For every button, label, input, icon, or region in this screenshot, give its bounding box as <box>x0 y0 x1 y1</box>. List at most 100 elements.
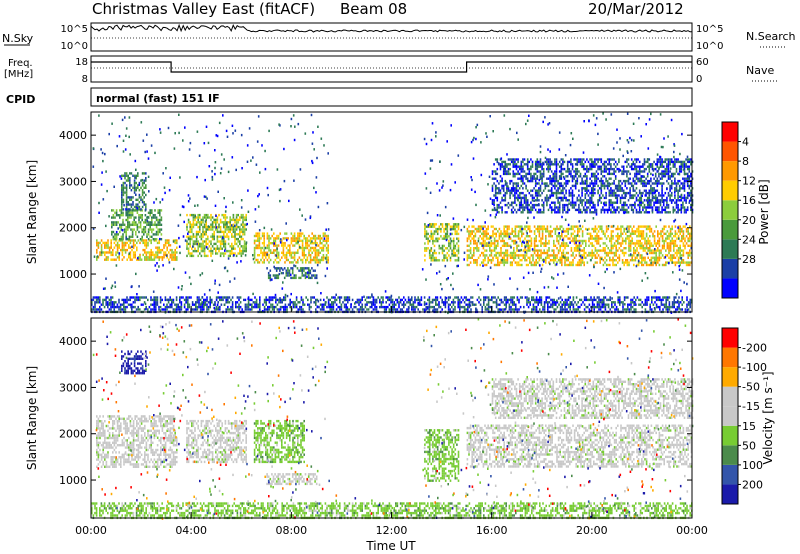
heatmap-cell <box>135 230 137 234</box>
heatmap-cell <box>680 208 683 212</box>
heatmap-cell <box>593 230 595 233</box>
heatmap-cell <box>557 206 559 209</box>
heatmap-cell <box>620 232 622 235</box>
heatmap-cell <box>424 225 426 228</box>
heatmap-cell <box>124 298 127 302</box>
heatmap-cell <box>541 263 544 267</box>
heatmap-cell <box>605 177 607 180</box>
heatmap-cell <box>489 254 491 257</box>
heatmap-cell <box>581 225 584 228</box>
heatmap-cell <box>282 246 285 250</box>
heatmap-cell <box>440 235 442 238</box>
heatmap-cell <box>587 160 590 164</box>
heatmap-cell <box>538 249 541 252</box>
heatmap-cell <box>108 303 111 306</box>
heatmap-cell <box>579 175 582 178</box>
heatmap-cell <box>608 208 611 212</box>
heatmap-cell <box>557 191 559 195</box>
heatmap-cell <box>284 244 286 247</box>
heatmap-cell <box>645 235 648 238</box>
heatmap-cell <box>254 301 256 304</box>
heatmap-cell <box>482 254 485 257</box>
heatmap-cell <box>125 193 128 197</box>
heatmap-cell <box>564 230 566 233</box>
heatmap-cell <box>679 239 681 243</box>
heatmap-cell <box>688 194 691 197</box>
heatmap-cell <box>508 227 510 231</box>
heatmap-cell <box>252 301 255 304</box>
heatmap-cell <box>610 225 613 228</box>
heatmap-cell <box>557 179 559 183</box>
heatmap-cell <box>199 252 201 255</box>
heatmap-cell <box>614 211 617 214</box>
heatmap-cell <box>651 182 654 185</box>
heatmap-cell <box>125 198 128 201</box>
nsky-left-tick-top: 10^5 <box>61 24 88 35</box>
heatmap-cell <box>492 235 494 238</box>
heatmap-cell <box>526 160 529 164</box>
heatmap-cell <box>289 251 291 254</box>
heatmap-cell <box>130 223 132 226</box>
heatmap-cell <box>682 203 684 207</box>
heatmap-cell <box>210 249 212 253</box>
heatmap-cell <box>678 165 681 168</box>
nsky-right-tick-bottom: 10^0 <box>696 41 723 52</box>
heatmap-cell <box>128 226 131 229</box>
heatmap-cell <box>469 235 472 238</box>
heatmap-cell <box>546 182 548 185</box>
heatmap-cell <box>477 247 480 250</box>
heatmap-cell <box>235 303 237 306</box>
heatmap-cell <box>556 227 558 231</box>
heatmap-cell <box>650 201 652 204</box>
heatmap-cell <box>217 296 219 299</box>
heatmap-cell <box>138 221 140 224</box>
heatmap-cell <box>622 167 625 171</box>
heatmap-cell <box>498 227 501 231</box>
heatmap-cell <box>511 263 513 267</box>
heatmap-cell <box>541 235 544 238</box>
heatmap-cell <box>196 301 199 304</box>
heatmap-cell <box>131 230 134 234</box>
heatmap-cell <box>658 232 661 235</box>
heatmap-cell <box>594 206 596 209</box>
heatmap-cell <box>221 230 223 234</box>
heatmap-cell <box>91 301 93 304</box>
heatmap-cell <box>237 240 239 243</box>
heatmap-cell <box>525 263 528 267</box>
heatmap-cell <box>680 170 683 173</box>
heatmap-cell <box>649 251 651 255</box>
heatmap-cell <box>234 247 236 250</box>
heatmap-cell <box>629 177 631 180</box>
heatmap-cell <box>533 242 536 245</box>
heatmap-cell <box>243 218 246 222</box>
heatmap-cell <box>602 179 604 183</box>
heatmap-cell <box>638 191 641 195</box>
heatmap-cell <box>658 251 661 255</box>
heatmap-cell <box>580 263 582 267</box>
heatmap-cell <box>573 239 576 243</box>
heatmap-cell <box>510 189 513 192</box>
heatmap-cell <box>572 225 574 228</box>
heatmap-cell <box>203 254 206 258</box>
heatmap-cell <box>524 254 526 257</box>
heatmap-cell <box>661 254 664 257</box>
heatmap-cell <box>653 201 655 204</box>
heatmap-cell <box>124 308 127 311</box>
heatmap-cell <box>484 242 486 245</box>
heatmap-cell <box>635 165 638 168</box>
heatmap-cell <box>554 230 557 233</box>
heatmap-cell <box>282 251 285 254</box>
heatmap-cell <box>642 170 644 173</box>
heatmap-cell <box>203 252 206 255</box>
heatmap-cell <box>623 230 625 233</box>
heatmap-cell <box>606 208 609 212</box>
heatmap-cell <box>476 249 478 252</box>
heatmap-cell <box>648 191 651 195</box>
heatmap-cell <box>479 235 481 238</box>
heatmap-cell <box>127 177 129 180</box>
heatmap-cell <box>253 261 256 264</box>
heatmap-cell <box>642 182 644 185</box>
heatmap-cell <box>249 298 251 302</box>
heatmap-cell <box>674 256 677 259</box>
heatmap-cell <box>545 227 547 231</box>
